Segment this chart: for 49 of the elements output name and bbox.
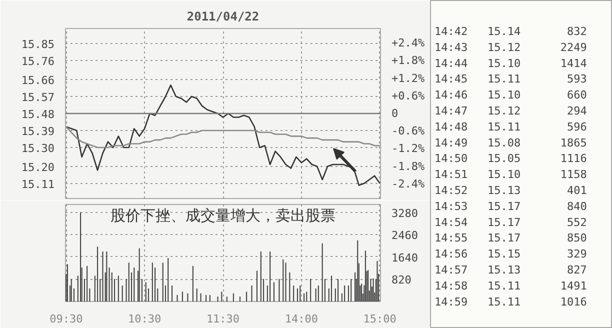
text: 14:54 15.17 552	[434, 216, 587, 229]
y2-tick-label: 0	[392, 107, 398, 120]
text: 14:56 15.15 329	[434, 248, 587, 261]
y2-tick-label: -1.8%	[392, 160, 425, 173]
text: 14:42 15.14 832	[434, 25, 587, 38]
y-tick-label: 820	[392, 274, 412, 287]
text: 14:55 15.17 850	[434, 232, 587, 245]
y-tick-label: 1640	[392, 251, 418, 264]
line-series	[66, 126, 380, 148]
text: 14:49 15.08 1865	[434, 136, 587, 150]
y2-tick-label: -0.6%	[392, 124, 425, 138]
y2-tick-label: -1.2%	[392, 142, 425, 156]
x-tick-label: 09:30	[50, 312, 83, 326]
text: 14:58 15.11 1491	[434, 279, 587, 292]
text: 14:52 15.13 401	[434, 184, 587, 197]
y2-tick-label: -2.4%	[392, 177, 425, 190]
y2-tick-label: +2.4%	[392, 36, 425, 50]
y2-tick-label: +1.2%	[392, 72, 425, 85]
x-tick-label: 15:00	[363, 312, 396, 326]
y-tick-label: 15.39	[21, 125, 55, 138]
text: 14:57 15.13 827	[434, 264, 587, 276]
y-tick-label: 15.48	[21, 108, 55, 121]
text: 14:47 15.12 294	[434, 104, 588, 118]
y2-tick-label: +1.8%	[392, 54, 425, 68]
y-tick-label: 15.30	[21, 142, 55, 155]
text: 14:46 15.10 660	[434, 88, 587, 102]
y-tick-label: 15.11	[21, 178, 55, 191]
text: 14:43 15.12 2249	[434, 40, 587, 54]
y-tick-label: 15.76	[21, 55, 55, 68]
text: 14:45 15.11 593	[434, 72, 587, 86]
text: 14:53 15.17 840	[434, 200, 587, 213]
chart-title: 2011/04/22	[186, 10, 260, 24]
text: 14:48 15.11 596	[434, 120, 587, 134]
x-tick-label: 11:30	[206, 312, 240, 326]
y-tick-label: 15.85	[21, 38, 55, 52]
y-tick-label: 15.66	[21, 74, 55, 87]
text: 14:51 15.10 1158	[434, 168, 587, 182]
text: 14:44 15.10 1414	[434, 56, 588, 70]
line-series	[66, 84, 380, 186]
x-tick-label: 10:30	[128, 312, 162, 326]
y-tick-label: 3280	[392, 206, 418, 220]
x-tick-label: 14:00	[284, 312, 318, 326]
y-tick-label: 15.57	[21, 91, 55, 104]
y-tick-label: 15.20	[21, 160, 55, 174]
y-tick-label: 2460	[392, 229, 418, 242]
y2-tick-label: +0.6%	[392, 89, 425, 102]
text: 14:50 15.05 1116	[434, 152, 587, 166]
text: 14:59 15.11 1016	[434, 295, 587, 308]
annotation: 股价下挫、成交量增大，卖出股票	[110, 206, 336, 224]
